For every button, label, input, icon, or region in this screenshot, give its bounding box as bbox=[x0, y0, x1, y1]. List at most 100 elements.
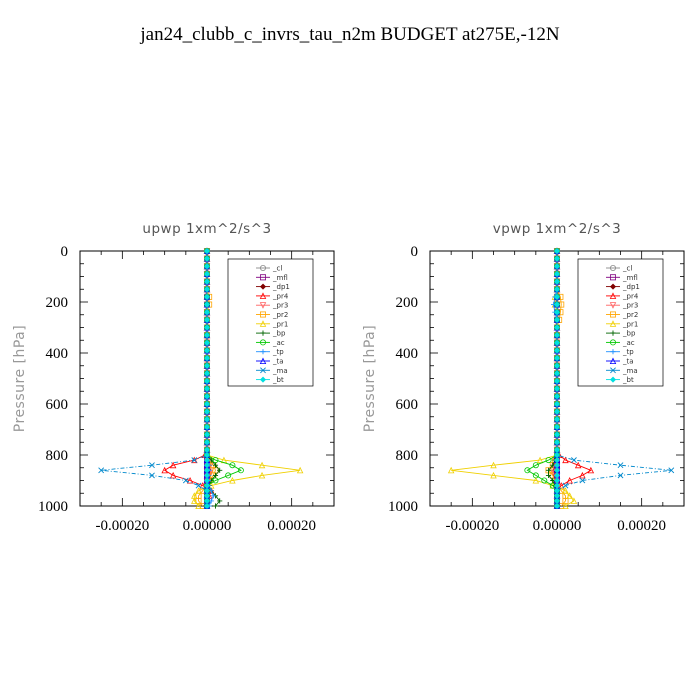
legend-entry: _bt bbox=[622, 376, 634, 384]
legend-entry: _pr4 bbox=[622, 292, 639, 300]
data-point bbox=[579, 477, 586, 484]
data-point bbox=[203, 339, 211, 346]
legend-box bbox=[227, 258, 314, 387]
data-point bbox=[210, 493, 216, 499]
data-point bbox=[203, 301, 211, 308]
legend-entry: _dp1 bbox=[622, 283, 640, 291]
data-point bbox=[237, 467, 244, 474]
data-point bbox=[545, 467, 552, 473]
data-point bbox=[668, 467, 675, 474]
data-point bbox=[212, 472, 219, 478]
legend-marker bbox=[259, 376, 267, 383]
data-point bbox=[217, 467, 223, 473]
data-point bbox=[553, 286, 561, 293]
data-point bbox=[553, 309, 561, 316]
data-point bbox=[161, 466, 168, 474]
data-point bbox=[203, 347, 211, 354]
data-point bbox=[203, 439, 211, 446]
data-point bbox=[553, 247, 561, 255]
data-point bbox=[195, 502, 202, 509]
data-point bbox=[195, 487, 202, 494]
x-tick-label: 0.00020 bbox=[617, 518, 666, 534]
data-point bbox=[617, 472, 624, 479]
data-point bbox=[553, 423, 561, 430]
data-point bbox=[532, 462, 539, 469]
legend-marker bbox=[259, 357, 267, 364]
legend-marker bbox=[610, 264, 617, 271]
legend: _cl_mfl_dp1_pr4_pr3_pr2_pr1_bp_ac_tp_ta_… bbox=[577, 258, 664, 387]
data-point bbox=[553, 301, 561, 308]
data-point bbox=[258, 461, 266, 469]
y-tick-label: 0 bbox=[61, 244, 69, 260]
legend-entry: _ma bbox=[272, 367, 288, 375]
data-point bbox=[98, 467, 105, 474]
data-point bbox=[553, 332, 561, 339]
data-point bbox=[447, 466, 455, 474]
data-point bbox=[191, 457, 198, 464]
data-point bbox=[203, 393, 211, 400]
legend-entry: _pr2 bbox=[272, 311, 288, 319]
legend-entry: _ac bbox=[622, 339, 635, 347]
data-point bbox=[579, 471, 586, 479]
data-point bbox=[203, 408, 211, 415]
data-point bbox=[212, 503, 219, 509]
legend-marker bbox=[259, 283, 267, 290]
data-point bbox=[203, 309, 211, 316]
data-point bbox=[587, 466, 595, 474]
legend-entry: _cl bbox=[272, 265, 282, 273]
x-tick-label: -0.00020 bbox=[95, 518, 149, 534]
data-point bbox=[203, 255, 211, 262]
data-point bbox=[553, 278, 561, 285]
legend-entry: _tp bbox=[622, 348, 634, 356]
data-point bbox=[566, 492, 573, 499]
data-point bbox=[574, 461, 582, 469]
data-point bbox=[490, 471, 497, 479]
y-tick-label: 200 bbox=[396, 295, 419, 311]
y-tick-label: 0 bbox=[411, 244, 419, 260]
data-point bbox=[553, 400, 561, 408]
legend-entry: _cl bbox=[622, 265, 632, 273]
vpwp-panel: vpwp 1xm^2/s^3 0 200 400 600 800 1000 -0.00020 0… bbox=[362, 221, 685, 534]
legend-marker bbox=[609, 292, 617, 299]
data-point bbox=[149, 462, 155, 469]
data-point bbox=[566, 477, 573, 484]
data-point bbox=[536, 456, 544, 464]
legend-entry: _bt bbox=[272, 376, 284, 384]
data-point bbox=[203, 247, 211, 255]
legend-marker bbox=[610, 330, 616, 336]
data-point bbox=[532, 472, 539, 479]
legend-marker bbox=[610, 339, 617, 346]
data-point bbox=[203, 423, 211, 430]
data-point bbox=[296, 466, 304, 474]
legend-marker bbox=[610, 274, 617, 281]
data-point bbox=[553, 370, 561, 377]
data-point bbox=[553, 439, 561, 446]
legend-box bbox=[577, 258, 664, 387]
data-point bbox=[553, 502, 561, 510]
legend-entry: _mfl bbox=[622, 274, 638, 282]
data-point bbox=[203, 286, 211, 293]
legend-marker bbox=[609, 283, 617, 290]
legend-entry: _ta bbox=[272, 358, 284, 366]
data-point bbox=[553, 408, 561, 415]
x-tick-label: 0.00000 bbox=[183, 518, 232, 534]
legend-entry: _pr2 bbox=[622, 311, 638, 319]
panel-title: vpwp 1xm^2/s^3 bbox=[493, 221, 622, 237]
y-axis-label: Pressure [hPa] bbox=[362, 325, 378, 432]
legend-marker bbox=[609, 320, 617, 327]
data-point bbox=[571, 457, 577, 464]
data-point bbox=[169, 471, 177, 479]
data-point bbox=[617, 462, 624, 469]
legend-marker bbox=[609, 357, 617, 364]
data-point bbox=[553, 270, 561, 277]
y-tick-label: 800 bbox=[396, 448, 419, 464]
y-tick-label: 400 bbox=[396, 346, 419, 362]
data-point bbox=[203, 362, 211, 369]
legend-marker bbox=[260, 349, 266, 355]
data-point bbox=[553, 362, 561, 369]
legend-entry: _dp1 bbox=[272, 283, 290, 291]
data-point bbox=[203, 324, 211, 331]
y-tick-label: 600 bbox=[46, 397, 69, 413]
data-point bbox=[203, 332, 211, 339]
